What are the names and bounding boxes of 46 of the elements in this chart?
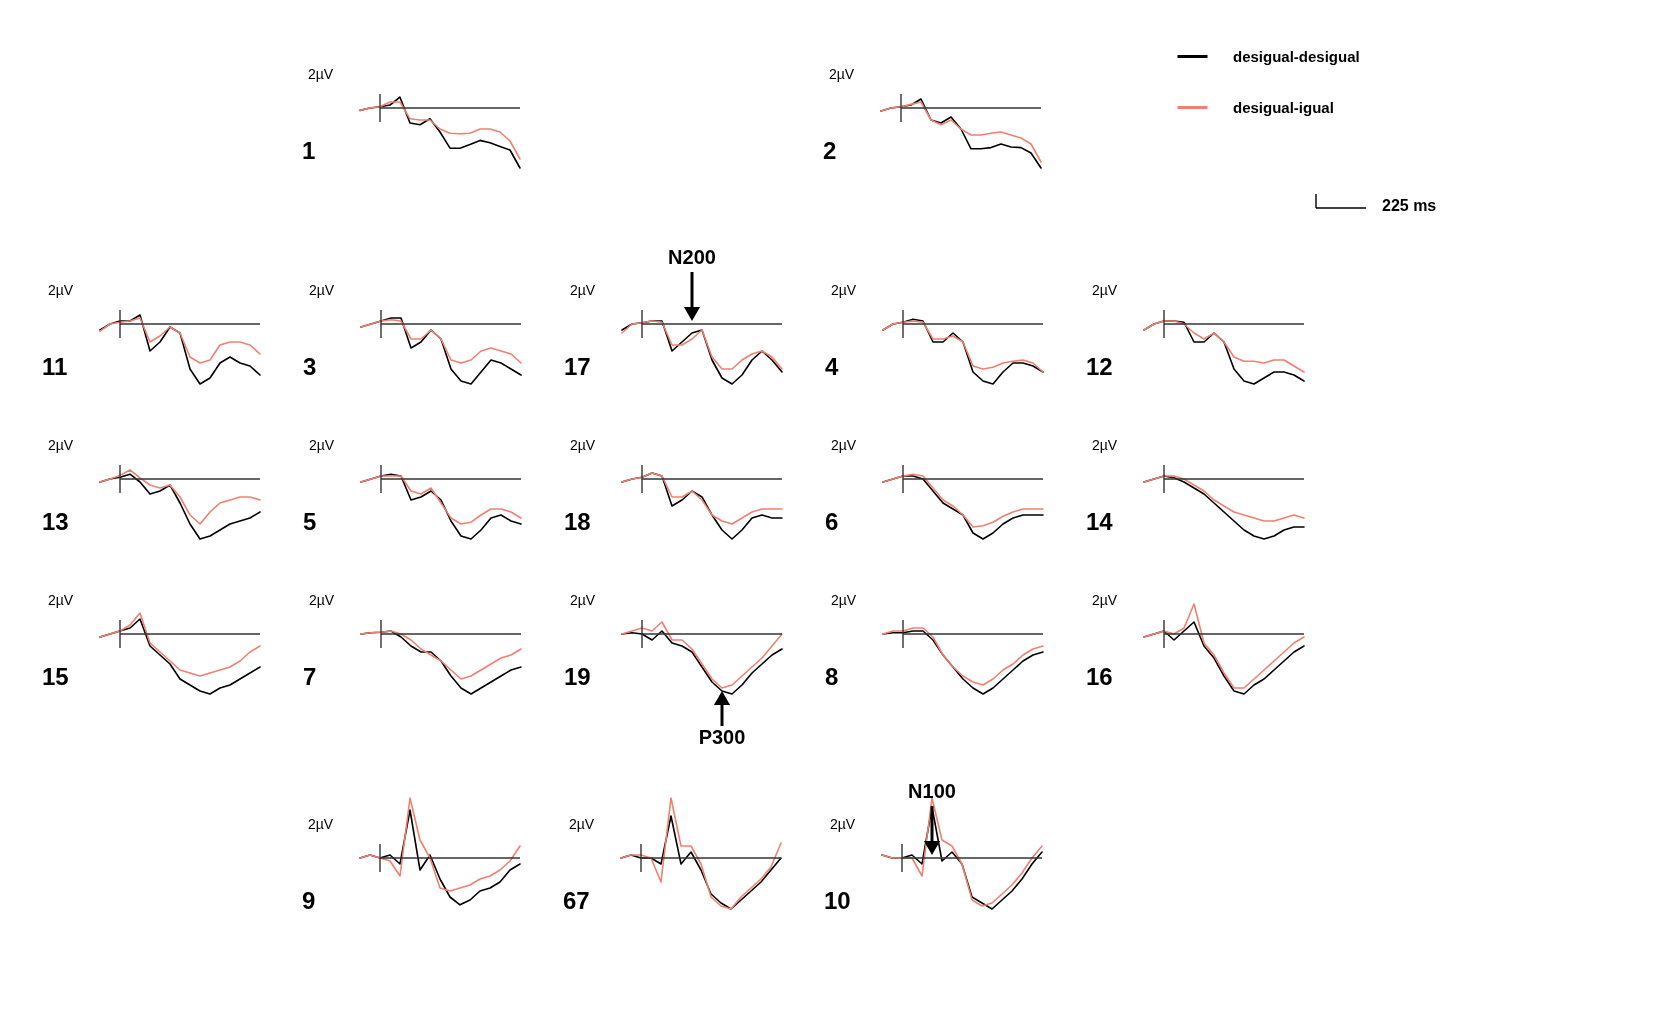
text: 10 — [824, 887, 851, 914]
text: 225 ms — [1382, 197, 1437, 214]
text: 19 — [564, 663, 591, 690]
y-axis-title: 2µV — [309, 592, 335, 608]
text: 5 — [303, 508, 317, 535]
text: 8 — [825, 663, 839, 690]
text: 11 — [42, 353, 68, 380]
y-axis-title: 2µV — [570, 437, 596, 453]
text: P300 — [698, 726, 746, 748]
y-axis-title: 2µV — [48, 282, 74, 298]
text: 1 — [302, 137, 316, 164]
y-axis-title: 2µV — [830, 816, 856, 832]
text: 6 — [825, 508, 839, 535]
y-axis-title: 2µV — [309, 282, 335, 298]
text: 9 — [302, 887, 316, 914]
y-axis-title: 2µV — [569, 816, 595, 832]
y-axis-title: 2µV — [1092, 437, 1118, 453]
y-axis-title: 2µV — [309, 437, 335, 453]
text: 2 — [823, 137, 837, 164]
text: 7 — [303, 663, 317, 690]
y-axis-title: 2µV — [831, 592, 857, 608]
text: 16 — [1086, 663, 1113, 690]
y-axis-title: 2µV — [829, 66, 855, 82]
text: 14 — [1086, 508, 1114, 535]
y-axis-title: 2µV — [308, 816, 334, 832]
annotation: N100 — [908, 780, 956, 802]
y-axis-title: 2µV — [831, 282, 857, 298]
text: 17 — [564, 353, 591, 380]
y-axis-title: 2µV — [570, 282, 596, 298]
text: N200 — [668, 246, 716, 268]
text: 12 — [1086, 353, 1113, 380]
y-axis-title: 2µV — [48, 592, 74, 608]
text: 67 — [563, 887, 590, 914]
text: 3 — [303, 353, 317, 380]
text: 15 — [42, 663, 69, 690]
y-axis-title: 2µV — [48, 437, 74, 453]
y-axis-title: 2µV — [1092, 592, 1118, 608]
y-axis-title: 2µV — [308, 66, 334, 82]
text: 13 — [42, 508, 69, 535]
text: 4 — [825, 353, 839, 380]
y-axis-title: 2µV — [1092, 282, 1118, 298]
text: 18 — [564, 508, 591, 535]
legend-label: desigual-igual — [1233, 98, 1334, 116]
legend-label: desigual-desigual — [1233, 47, 1360, 65]
y-axis-title: 2µV — [831, 437, 857, 453]
y-axis-title: 2µV — [570, 592, 596, 608]
